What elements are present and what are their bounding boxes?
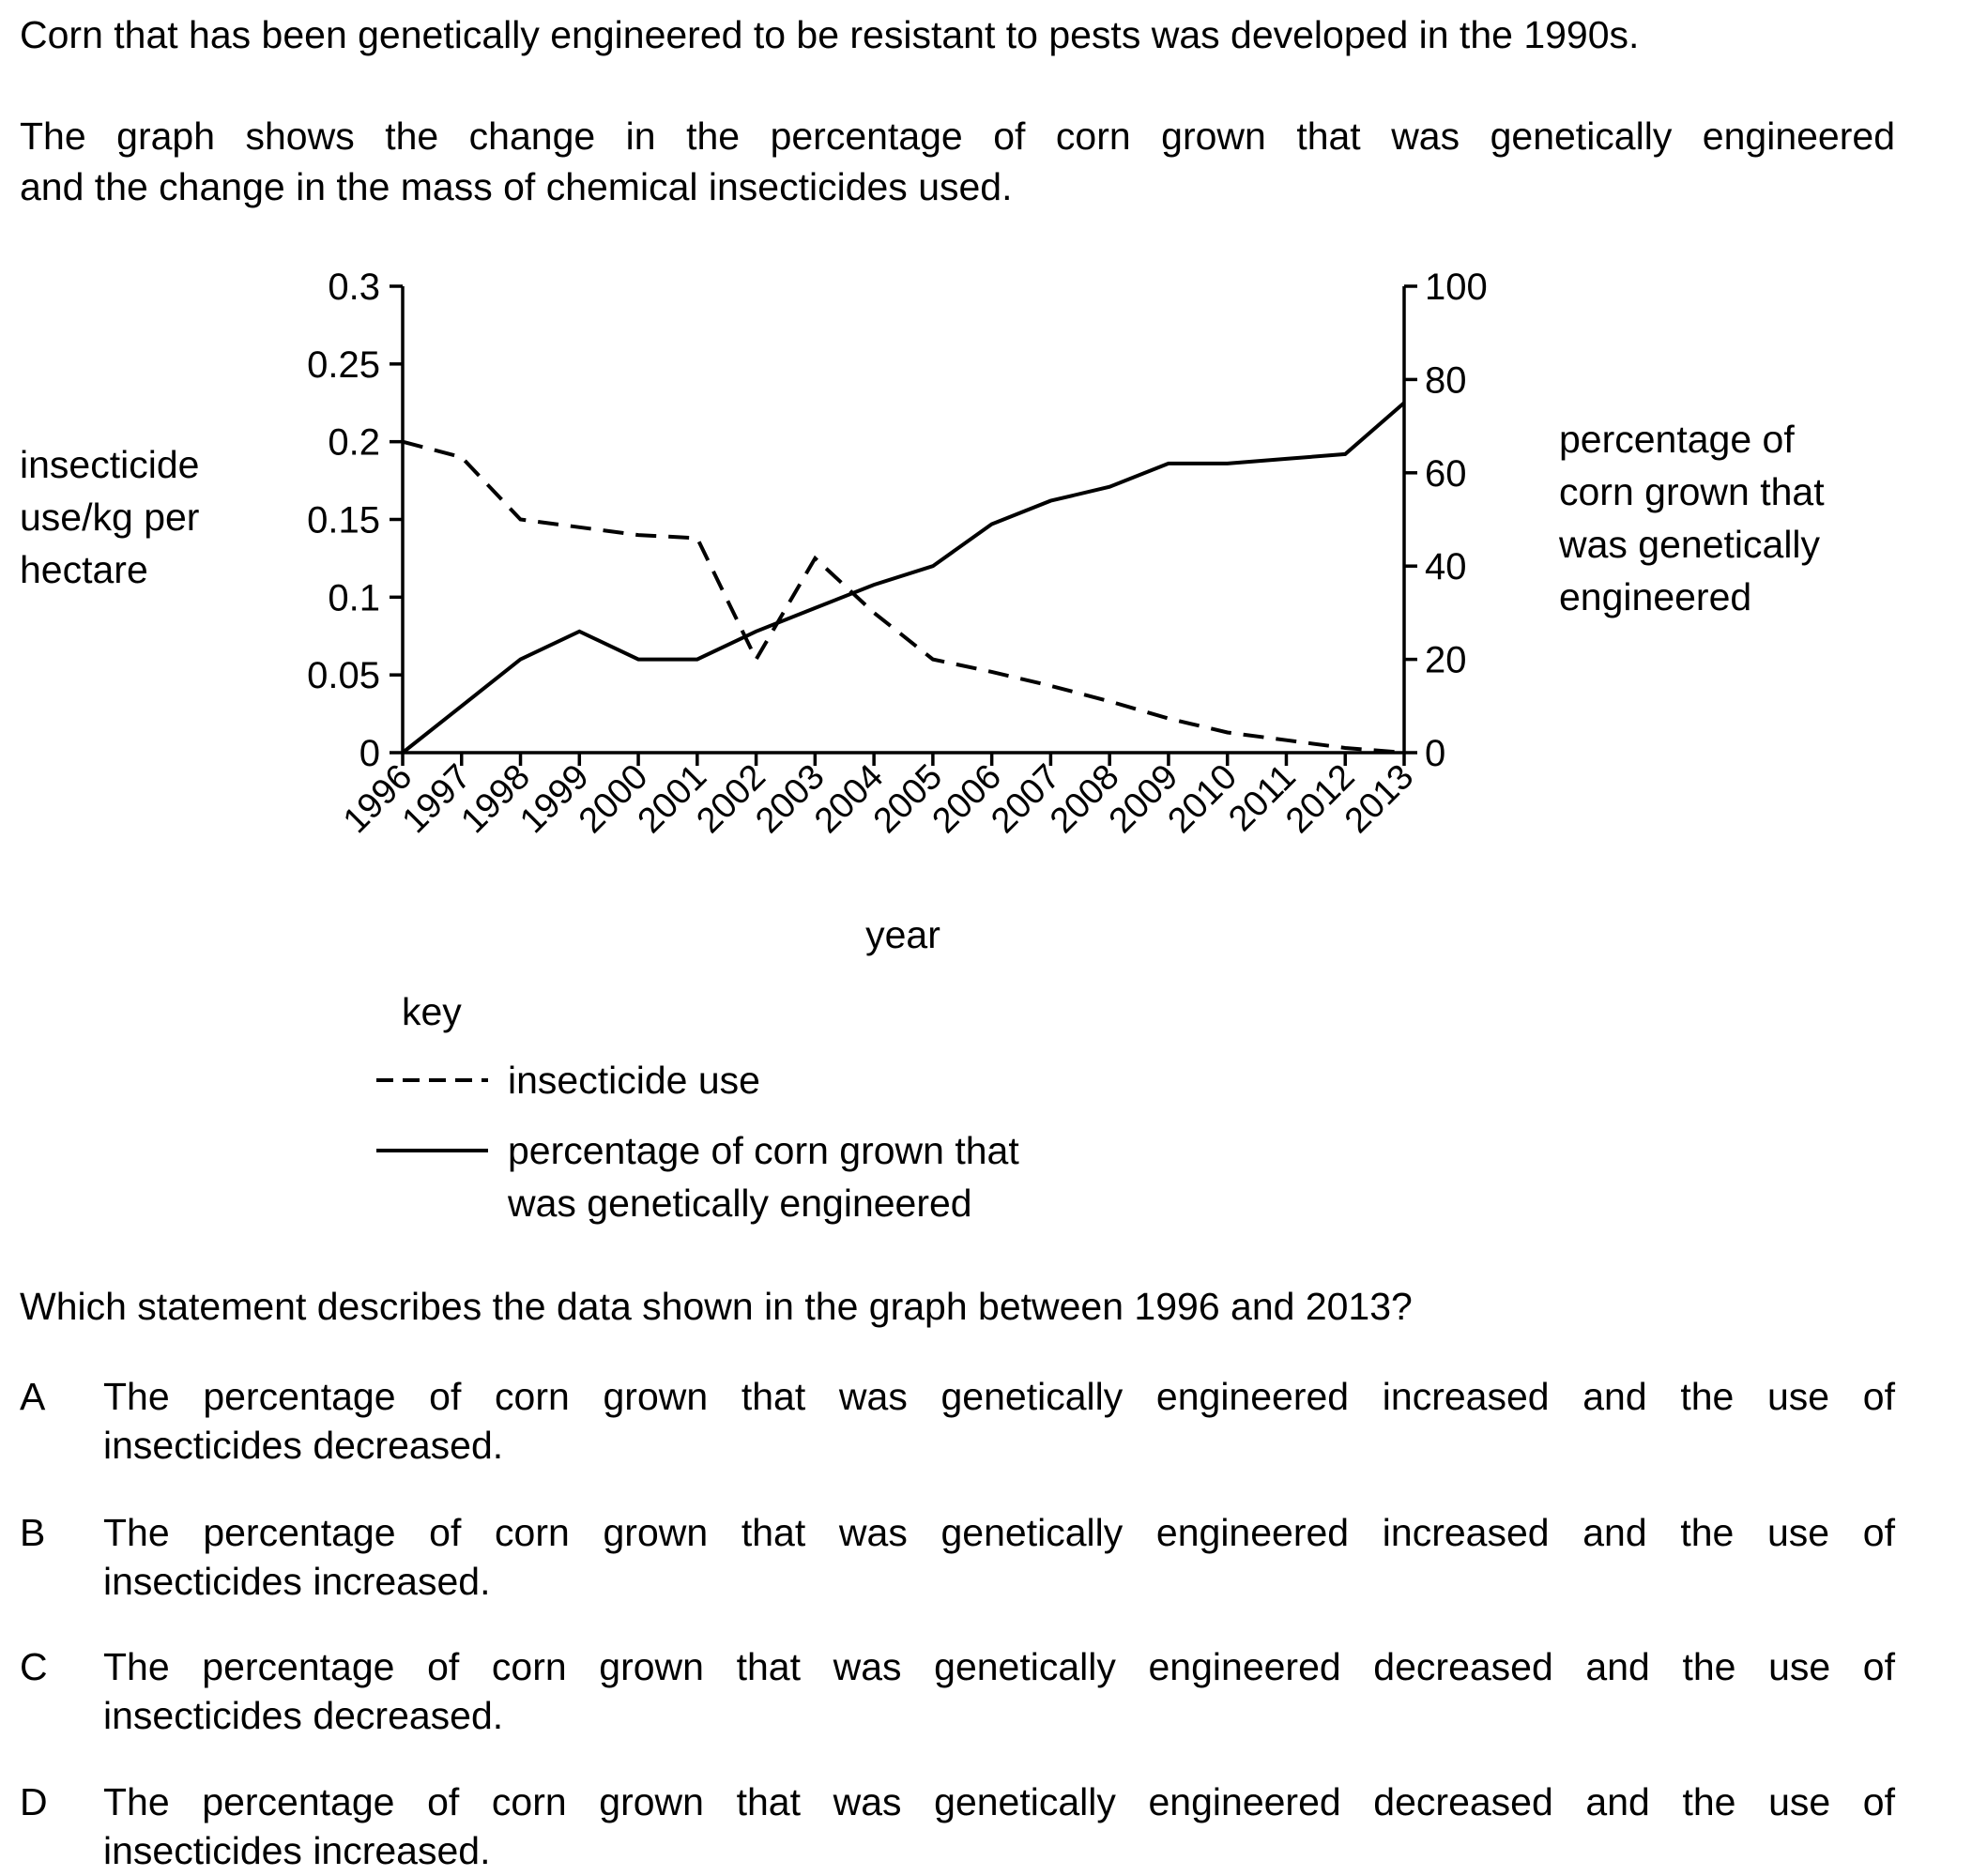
left-y-tick-label: 0.3 xyxy=(328,267,380,308)
x-tick-label: 2008 xyxy=(1043,757,1126,841)
x-tick-label: 2001 xyxy=(631,757,714,841)
right-y-tick-label: 60 xyxy=(1425,453,1467,495)
chart-labels: 00.050.10.150.20.250.3020406080100199619… xyxy=(20,267,1825,956)
right-y-axis-title-line: percentage of xyxy=(1559,418,1795,461)
x-tick-label: 2004 xyxy=(807,757,891,841)
x-tick-label: 2007 xyxy=(984,757,1067,841)
left-y-axis-title-line: use/kg per xyxy=(20,496,199,539)
x-tick-label: 1998 xyxy=(453,757,537,841)
option-text-line-1: The percentage of corn grown that was ge… xyxy=(103,1375,1895,1418)
chart: 00.050.10.150.20.250.3020406080100199619… xyxy=(20,267,1825,1225)
x-tick-label: 2002 xyxy=(689,757,772,841)
chart-legend: key insecticide use percentage of corn gro… xyxy=(376,990,1019,1225)
x-tick-label: 2009 xyxy=(1102,757,1185,841)
option-text-line-1: The percentage of corn grown that was ge… xyxy=(103,1645,1895,1688)
left-y-tick-label: 0.15 xyxy=(307,500,380,541)
question-prompt: Which statement describes the data shown… xyxy=(20,1285,1413,1328)
chart-series xyxy=(401,401,1406,755)
x-tick-label: 2012 xyxy=(1278,757,1362,841)
x-tick-label: 2006 xyxy=(925,757,1009,841)
legend-label-line: insecticide use xyxy=(508,1059,760,1102)
left-y-axis-title-line: hectare xyxy=(20,548,148,591)
intro-sentence-1: Corn that has been genetically engineere… xyxy=(20,13,1640,56)
x-tick-label: 1999 xyxy=(512,757,596,841)
option-text-line-2: insecticides decreased. xyxy=(103,1424,504,1467)
x-tick-label: 2005 xyxy=(866,757,950,841)
x-axis-title: year xyxy=(865,913,940,956)
left-y-tick-label: 0.25 xyxy=(307,344,380,386)
x-tick-label: 2010 xyxy=(1161,757,1245,841)
right-y-tick-label: 0 xyxy=(1425,733,1445,774)
option-text-line-2: insecticides increased. xyxy=(103,1829,491,1872)
x-tick-label: 1997 xyxy=(395,757,479,841)
right-y-tick-label: 100 xyxy=(1425,267,1488,308)
option-letter: A xyxy=(20,1375,46,1418)
chart-axes xyxy=(390,284,1417,766)
option-letter: B xyxy=(20,1511,46,1554)
gm-corn-percentage-line xyxy=(401,401,1406,755)
legend-label-line: percentage of corn grown that xyxy=(508,1129,1019,1172)
left-y-tick-label: 0.1 xyxy=(328,577,380,618)
right-y-axis-title-line: was genetically xyxy=(1558,523,1821,566)
x-tick-label: 2000 xyxy=(572,757,655,841)
option-letter: D xyxy=(20,1780,48,1823)
left-y-tick-label: 0.2 xyxy=(328,422,380,464)
right-y-axis-title-line: corn grown that xyxy=(1559,470,1825,513)
intro-sentence-2-line-1: The graph shows the change in the percen… xyxy=(20,114,1895,158)
right-y-tick-label: 20 xyxy=(1425,640,1467,681)
option-text-line-2: insecticides decreased. xyxy=(103,1694,504,1737)
insecticide-use-line xyxy=(402,439,1405,755)
intro-sentence-2-line-2: and the change in the mass of chemical i… xyxy=(20,165,1013,208)
left-y-tick-label: 0 xyxy=(359,733,380,774)
option-text-line-1: The percentage of corn grown that was ge… xyxy=(103,1511,1895,1554)
x-tick-label: 2003 xyxy=(748,757,832,841)
right-y-tick-label: 40 xyxy=(1425,546,1467,587)
x-tick-label: 2013 xyxy=(1338,757,1421,841)
option-text-line-1: The percentage of corn grown that was ge… xyxy=(103,1780,1895,1823)
legend-label-line: was genetically engineered xyxy=(507,1182,972,1225)
option-letter: C xyxy=(20,1645,48,1688)
left-y-axis-title-line: insecticide xyxy=(20,443,199,486)
option-text-line-2: insecticides increased. xyxy=(103,1560,491,1603)
left-y-tick-label: 0.05 xyxy=(307,655,380,696)
legend-title: key xyxy=(402,990,462,1033)
right-y-axis-title-line: engineered xyxy=(1559,575,1751,618)
right-y-tick-label: 80 xyxy=(1425,359,1467,401)
